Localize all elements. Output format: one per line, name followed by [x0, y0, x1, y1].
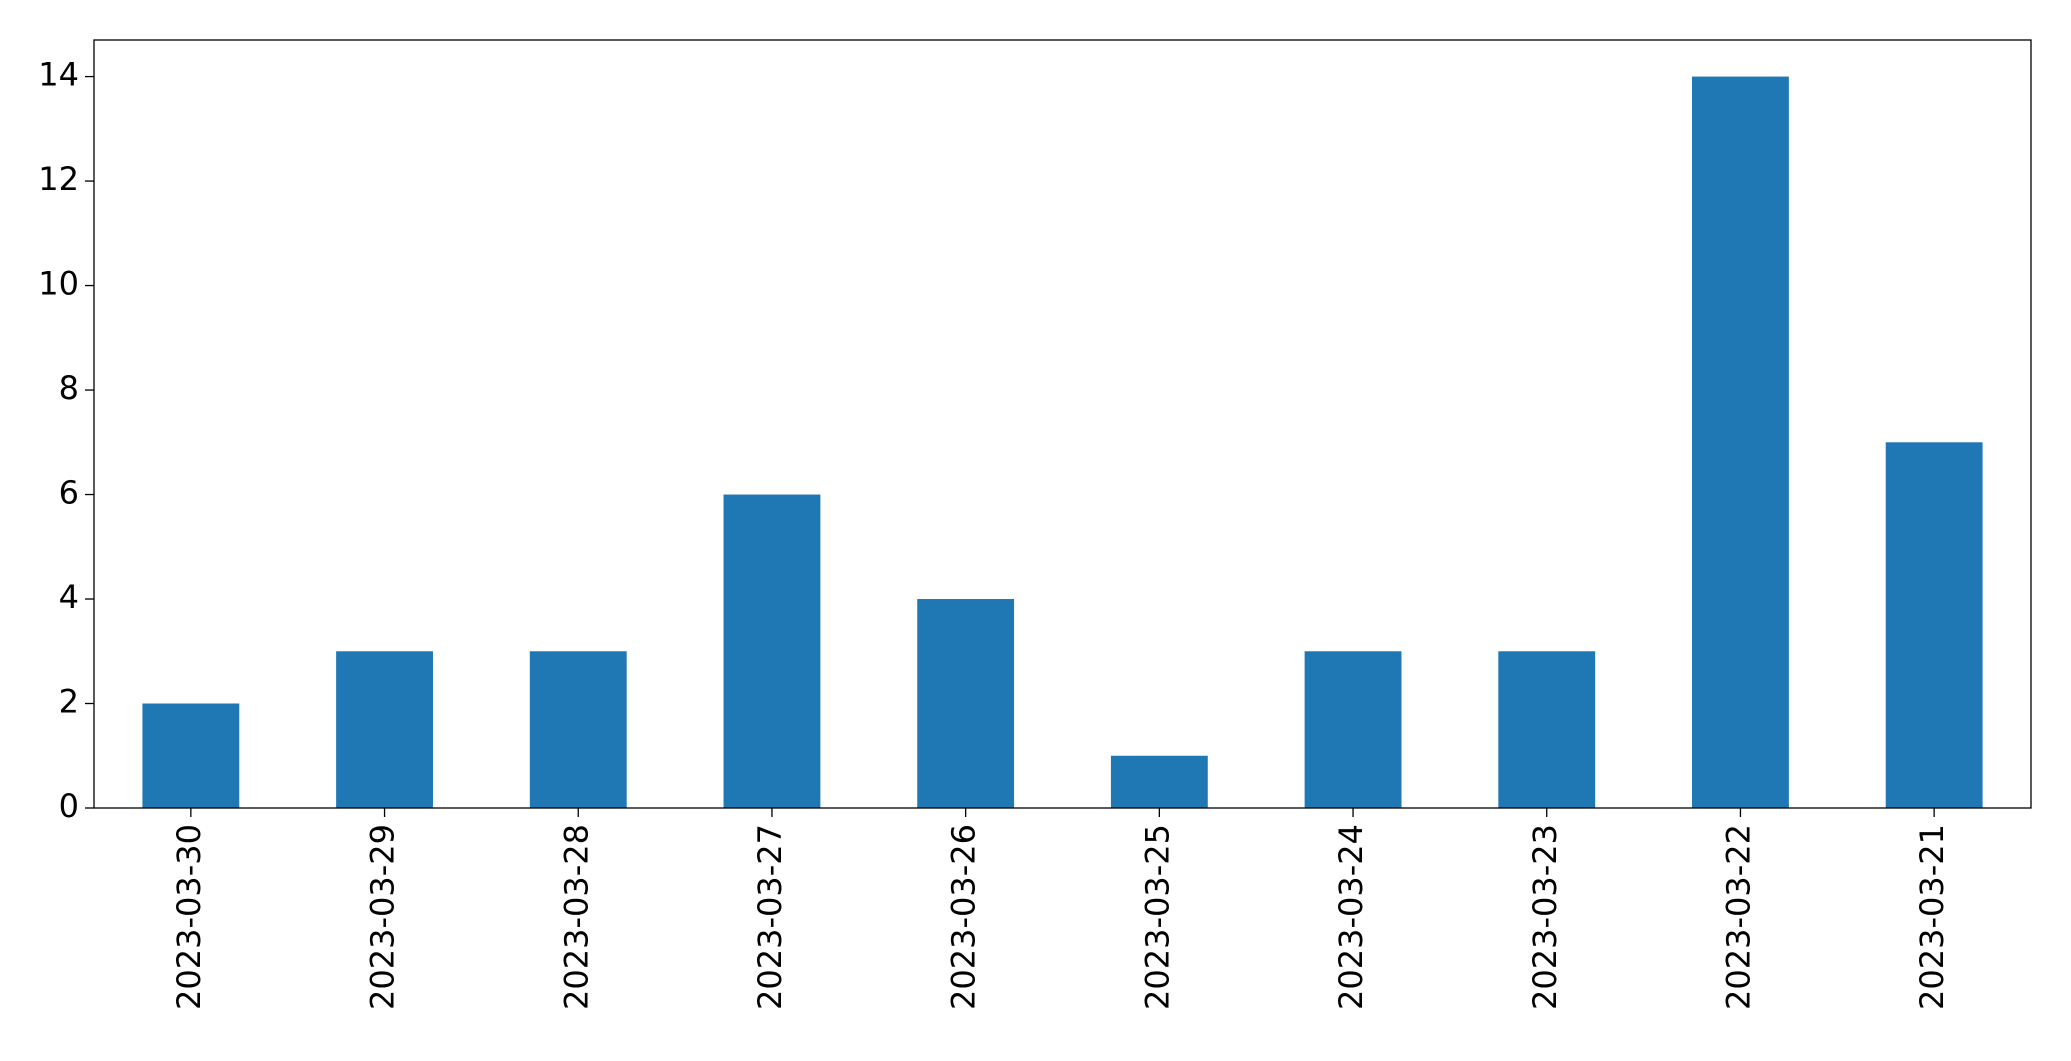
x-tick-label: 2023-03-27 [751, 824, 789, 1010]
bar [529, 651, 627, 808]
x-tick-label: 2023-03-23 [1526, 824, 1564, 1010]
bar [1304, 651, 1402, 808]
y-tick-label: 12 [38, 160, 79, 198]
y-tick-label: 2 [59, 683, 79, 721]
x-tick-label: 2023-03-29 [364, 824, 402, 1010]
bar [1885, 442, 1983, 808]
x-tick-label: 2023-03-28 [557, 824, 595, 1010]
bar [336, 651, 433, 808]
x-tick-label: 2023-03-22 [1719, 824, 1757, 1010]
x-tick-label: 2023-03-25 [1138, 824, 1176, 1010]
y-tick-label: 4 [59, 578, 79, 616]
bar [1498, 651, 1596, 808]
axes-frame [93, 39, 2032, 809]
y-tick-label: 6 [59, 474, 79, 512]
bar [723, 494, 821, 808]
x-tick-label: 2023-03-30 [170, 824, 208, 1010]
x-tick-label: 2023-03-26 [945, 824, 983, 1010]
y-tick-label: 10 [38, 265, 79, 303]
bar [1110, 755, 1208, 808]
x-tick-label: 2023-03-24 [1332, 824, 1370, 1010]
bar [142, 703, 240, 808]
y-tick-label: 0 [59, 787, 79, 825]
x-tick-label: 2023-03-21 [1913, 824, 1951, 1010]
y-tick-label: 14 [38, 56, 79, 94]
bar [917, 599, 1015, 808]
y-tick-label: 8 [59, 369, 79, 407]
bar [1692, 76, 1789, 809]
